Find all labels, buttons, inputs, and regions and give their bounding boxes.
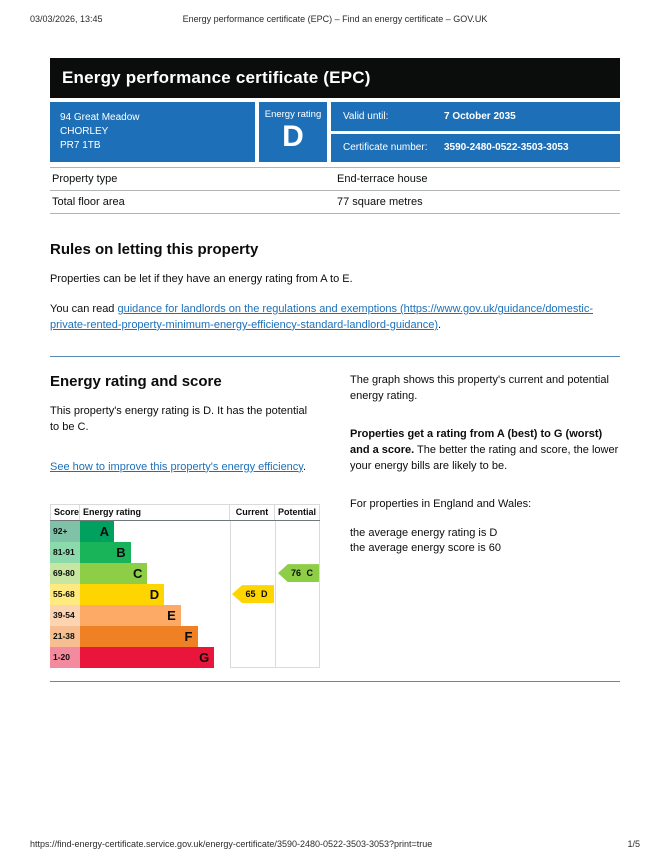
rating-heading: Energy rating and score [50,372,222,390]
graph-description: The graph shows this property's current … [350,373,609,402]
rating-bar-B: B [80,541,131,563]
letting-para2-prefix: You can read [50,302,118,315]
valid-until-label: Valid until: [343,110,389,122]
rating-bar-E: E [80,604,181,626]
potential-rating-arrow: 76 C [278,564,319,583]
band-row-C: C [80,562,230,584]
averages-block: the average energy rating is D the avera… [350,526,620,556]
floor-area-value: 77 square metres [337,196,423,208]
rating-right-column: The graph shows this property's current … [350,373,620,668]
certificate-number-label: Certificate number: [343,142,428,154]
certificate-number-row: Certificate number: 3590-2480-0522-3503-… [331,133,620,162]
summary-panel: 94 Great Meadow CHORLEY PR7 1TB Energy r… [50,102,620,162]
rating-bar-D: D [80,583,165,605]
score-cell-G: 1-20 [50,646,80,668]
letting-para2-suffix: . [438,318,442,331]
certificate-page: Energy performance certificate (EPC) 94 … [50,58,620,682]
letting-section: Rules on letting this property Propertie… [50,241,620,334]
print-footer: https://find-energy-certificate.service.… [30,839,640,849]
band-row-E: E [80,604,230,626]
chart-potential-column [275,520,320,668]
rating-left-column: Energy rating and score This property's … [50,372,320,668]
print-footer-url: https://find-energy-certificate.service.… [30,839,433,849]
rating-section: Energy rating and score This property's … [50,373,620,668]
energy-rating-box: Energy rating D [259,102,327,162]
validity-box: Valid until: 7 October 2035 Certificate … [331,102,620,162]
property-type-label: Property type [52,173,118,185]
score-cell-C: 69-80 [50,562,80,584]
property-type-value: End-terrace house [337,173,428,185]
chart-header: Score Energy rating Current Potential [50,503,320,521]
average-score-line: the average energy score is 60 [350,542,502,555]
page-title: Energy performance certificate (EPC) [50,58,620,98]
energy-rating-label: Energy rating [264,109,322,120]
valid-until-row: Valid until: 7 October 2035 [331,102,620,131]
print-header-title: Energy performance certificate (EPC) – F… [182,14,488,24]
letting-para2: You can read guidance for landlords on t… [50,302,620,334]
print-footer-page: 1/5 [627,839,640,849]
bottom-divider [50,680,620,682]
current-rating-arrow: 65 D [232,585,274,604]
score-cell-D: 55-68 [50,583,80,605]
energy-rating-value: D [282,120,304,153]
band-row-B: B [80,541,230,563]
address-line-1: 94 Great Meadow [60,112,140,123]
band-row-A: A [80,520,230,542]
rating-bar-F: F [80,625,198,647]
band-row-G: G [80,646,230,668]
property-address: 94 Great Meadow CHORLEY PR7 1TB [50,102,255,162]
print-header: Energy performance certificate (EPC) – F… [30,14,640,24]
rating-bar-G: G [80,646,215,668]
band-row-D: D [80,583,230,605]
chart-header-rating: Energy rating [80,504,230,520]
chart-header-score: Score [50,504,80,520]
chart-header-current: Current [230,504,275,520]
improve-link-suffix: . [302,460,307,473]
rating-explanation-rest: The better the rating and score, the low… [350,443,619,472]
epc-rating-chart: Score Energy rating Current Potential 92… [50,503,320,668]
score-cell-B: 81-91 [50,541,80,563]
score-cell-E: 39-54 [50,604,80,626]
address-line-2: CHORLEY [60,126,109,137]
chart-score-column: 92+ 81-91 69-80 55-68 39-54 21-38 1-20 [50,520,80,668]
landlord-guidance-link[interactable]: guidance for landlords on the regulation… [50,302,593,331]
rating-bar-A: A [80,520,114,542]
rating-explanation-bold: Properties get a rating from A (best) to… [350,427,603,456]
score-cell-A: 92+ [50,520,80,542]
average-rating-line: the average energy rating is D [350,527,498,540]
rating-explanation: Properties get a rating from A (best) to… [350,427,620,475]
floor-area-label: Total floor area [52,196,125,208]
rating-bar-C: C [80,562,148,584]
table-row: Property type End-terrace house [50,167,620,190]
chart-header-potential: Potential [275,504,320,520]
improve-para: See how to improve this property's energ… [50,460,318,476]
property-facts: Property type End-terrace house Total fl… [50,167,620,214]
england-wales-intro: For properties in England and Wales: [350,497,532,510]
table-row: Total floor area 77 square metres [50,190,620,214]
rating-para1: This property's energy rating is D. It h… [50,404,308,433]
address-line-3: PR7 1TB [60,140,101,151]
band-row-F: F [80,625,230,647]
letting-para1: Properties can be let if they have an en… [50,273,353,285]
valid-until-value: 7 October 2035 [444,110,516,122]
improve-efficiency-link[interactable]: See how to improve this property's energ… [50,460,303,473]
score-cell-F: 21-38 [50,625,80,647]
chart-current-column [230,520,275,668]
letting-heading: Rules on letting this property [50,241,259,258]
certificate-number-value: 3590-2480-0522-3503-3053 [444,142,569,154]
section-divider [50,355,620,357]
print-header-datetime: 03/03/2026, 13:45 [30,14,109,24]
